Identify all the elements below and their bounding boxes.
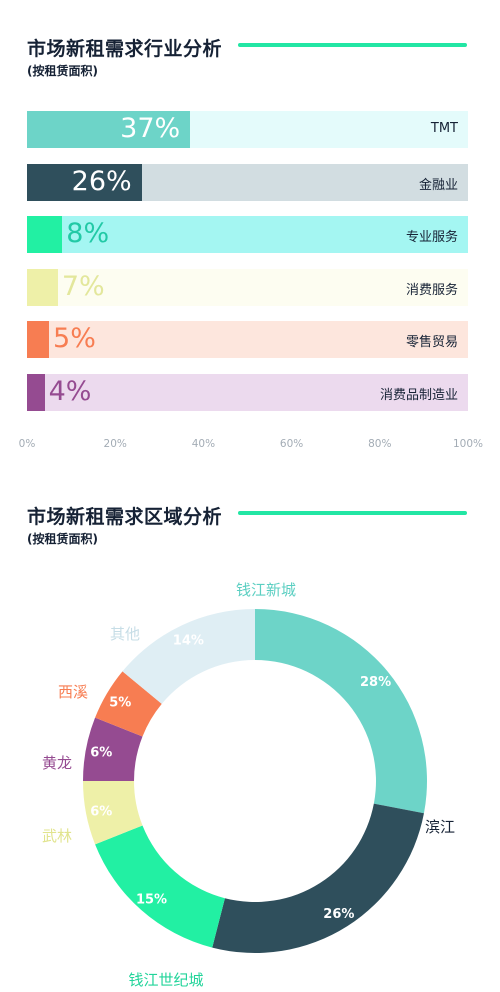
bar-category-label: 金融业 — [418, 177, 458, 193]
bar-row: 37% TMT — [27, 111, 468, 148]
region-chart-title: 市场新租需求区域分析 — [27, 506, 223, 528]
bar-category-label: 专业服务 — [405, 230, 458, 245]
bar-value-label: 7% — [61, 270, 105, 302]
x-tick-label: 60% — [279, 438, 304, 450]
donut-slice — [122, 609, 255, 704]
slice-value-label: 6% — [90, 746, 112, 761]
bar-row: 8% 专业服务 — [27, 216, 468, 253]
bar — [27, 373, 45, 411]
bar — [27, 216, 63, 253]
slice-value-label: 15% — [136, 892, 167, 907]
x-tick-label: 80% — [368, 438, 392, 450]
bar-row: 26% 金融业 — [27, 163, 468, 201]
donut-slice — [83, 717, 143, 781]
donut-slice — [212, 803, 424, 953]
slice-value-label: 6% — [90, 804, 112, 819]
slice-category-label: 钱江世纪城 — [128, 971, 203, 989]
slice-value-label: 26% — [323, 907, 354, 922]
slice-category-label: 钱江新城 — [236, 581, 296, 599]
bar-category-label: TMT — [430, 121, 458, 136]
donut-slice — [95, 825, 225, 948]
bar-row: 7% 消费服务 — [27, 268, 468, 306]
slice-category-label: 黄龙 — [42, 754, 72, 772]
bar — [27, 111, 191, 148]
donut-slice — [83, 781, 143, 845]
bar-row: 4% 消费品制造业 — [27, 373, 468, 411]
bar-category-label: 消费品制造业 — [379, 387, 458, 403]
bar-row: 5% 零售贸易 — [27, 321, 468, 358]
region-donut-chart: 28% 钱江新城 26% 滨江 15% 钱江世纪城 6% 武林 6% 黄龙 5% 西溪 14% 其他 — [42, 581, 455, 989]
bar-value-label: 26% — [71, 165, 132, 197]
bar — [27, 163, 142, 201]
bar-track — [27, 321, 468, 358]
slice-category-label: 武林 — [42, 827, 72, 845]
x-tick-label: 100% — [452, 438, 484, 450]
bar — [27, 321, 50, 358]
industry-title-accent-line — [238, 43, 467, 47]
bar-value-label: 4% — [48, 375, 92, 407]
bar-value-label: 37% — [120, 113, 181, 144]
donut-slice — [95, 671, 162, 737]
region-chart-subtitle: (按租赁面积) — [27, 532, 98, 546]
slice-category-label: 滨江 — [425, 818, 455, 836]
industry-chart-subtitle: (按租赁面积) — [27, 64, 98, 78]
region-title-accent-line — [238, 511, 467, 515]
donut-slice — [255, 609, 427, 814]
bar-category-label: 消费服务 — [405, 282, 458, 298]
bar — [27, 268, 58, 306]
bar-track — [27, 216, 468, 253]
x-tick-label: 20% — [103, 438, 127, 450]
bar-value-label: 5% — [53, 323, 96, 354]
industry-chart-title: 市场新租需求行业分析 — [27, 38, 223, 60]
bar-track — [27, 373, 468, 411]
x-tick-label: 40% — [191, 438, 216, 450]
bar-track — [27, 268, 468, 306]
bar-category-label: 零售贸易 — [405, 335, 458, 350]
bar-value-label: 8% — [66, 218, 110, 249]
slice-category-label: 其他 — [110, 625, 140, 643]
slice-value-label: 28% — [360, 675, 391, 690]
slice-value-label: 14% — [173, 633, 204, 648]
x-tick-label: 0% — [18, 438, 36, 450]
slice-category-label: 西溪 — [58, 683, 88, 701]
slice-value-label: 5% — [109, 695, 131, 710]
